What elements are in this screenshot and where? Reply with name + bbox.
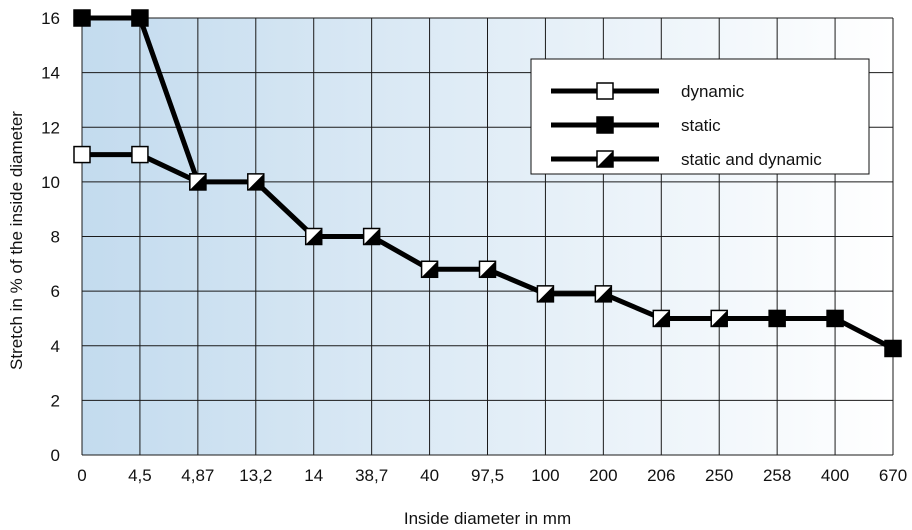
y-tick-label: 2 bbox=[51, 391, 60, 410]
data-point-marker bbox=[73, 9, 91, 27]
data-point-marker bbox=[131, 9, 149, 27]
data-point-marker bbox=[710, 309, 728, 328]
legend-box bbox=[530, 58, 870, 175]
y-tick-label: 16 bbox=[41, 9, 60, 28]
legend-marker bbox=[596, 82, 614, 100]
data-point-marker bbox=[420, 260, 439, 279]
legend-item: dynamic bbox=[551, 82, 745, 101]
data-point-marker bbox=[768, 309, 786, 328]
x-tick-label: 40 bbox=[420, 466, 439, 485]
legend-item: static bbox=[551, 116, 721, 135]
y-tick-label: 10 bbox=[41, 173, 60, 192]
x-tick-label: 97,5 bbox=[471, 466, 504, 485]
legend-label: dynamic bbox=[681, 82, 745, 101]
data-point-marker bbox=[131, 145, 149, 164]
data-point-marker bbox=[536, 285, 555, 303]
x-tick-label: 38,7 bbox=[355, 466, 388, 485]
data-point-marker bbox=[73, 145, 91, 164]
y-tick-label: 12 bbox=[41, 118, 60, 137]
x-tick-label: 100 bbox=[531, 466, 559, 485]
x-tick-label: 13,2 bbox=[239, 466, 272, 485]
x-tick-label: 200 bbox=[589, 466, 617, 485]
data-point-marker bbox=[594, 285, 613, 303]
data-point-marker bbox=[362, 227, 381, 246]
legend-item: static and dynamic bbox=[551, 150, 822, 169]
legend-marker bbox=[596, 116, 614, 134]
data-point-marker bbox=[478, 260, 497, 279]
y-tick-label: 14 bbox=[41, 64, 60, 83]
legend-marker bbox=[596, 150, 614, 168]
data-point-marker bbox=[247, 173, 265, 191]
y-axis-title: Stretch in % of the inside diameter bbox=[7, 111, 26, 370]
x-tick-label: 250 bbox=[705, 466, 733, 485]
legend: dynamic static static and dynamic bbox=[530, 58, 870, 175]
legend-label: static bbox=[681, 116, 721, 135]
x-tick-label: 206 bbox=[647, 466, 675, 485]
y-tick-label: 4 bbox=[51, 337, 60, 356]
data-point-marker bbox=[304, 227, 323, 246]
x-axis-title: Inside diameter in mm bbox=[404, 509, 571, 528]
data-point-marker bbox=[189, 173, 207, 191]
x-tick-label: 14 bbox=[304, 466, 323, 485]
y-tick-label: 0 bbox=[51, 446, 60, 465]
x-tick-label: 670 bbox=[879, 466, 907, 485]
x-tick-label: 4,87 bbox=[181, 466, 214, 485]
data-markers bbox=[73, 9, 902, 358]
legend-label: static and dynamic bbox=[681, 150, 822, 169]
y-tick-label: 6 bbox=[51, 282, 60, 301]
data-point-marker bbox=[884, 339, 902, 358]
x-tick-label: 0 bbox=[77, 466, 86, 485]
data-point-marker bbox=[652, 309, 671, 328]
x-tick-label: 400 bbox=[821, 466, 849, 485]
data-point-marker bbox=[826, 309, 844, 328]
y-tick-label: 8 bbox=[51, 228, 60, 247]
x-tick-label: 4,5 bbox=[128, 466, 152, 485]
x-tick-label: 258 bbox=[763, 466, 791, 485]
tick-labels: 0 4,5 4,87 13,2 14 38,7 40 97,5 100 200 206 250 258 4… bbox=[41, 9, 907, 485]
